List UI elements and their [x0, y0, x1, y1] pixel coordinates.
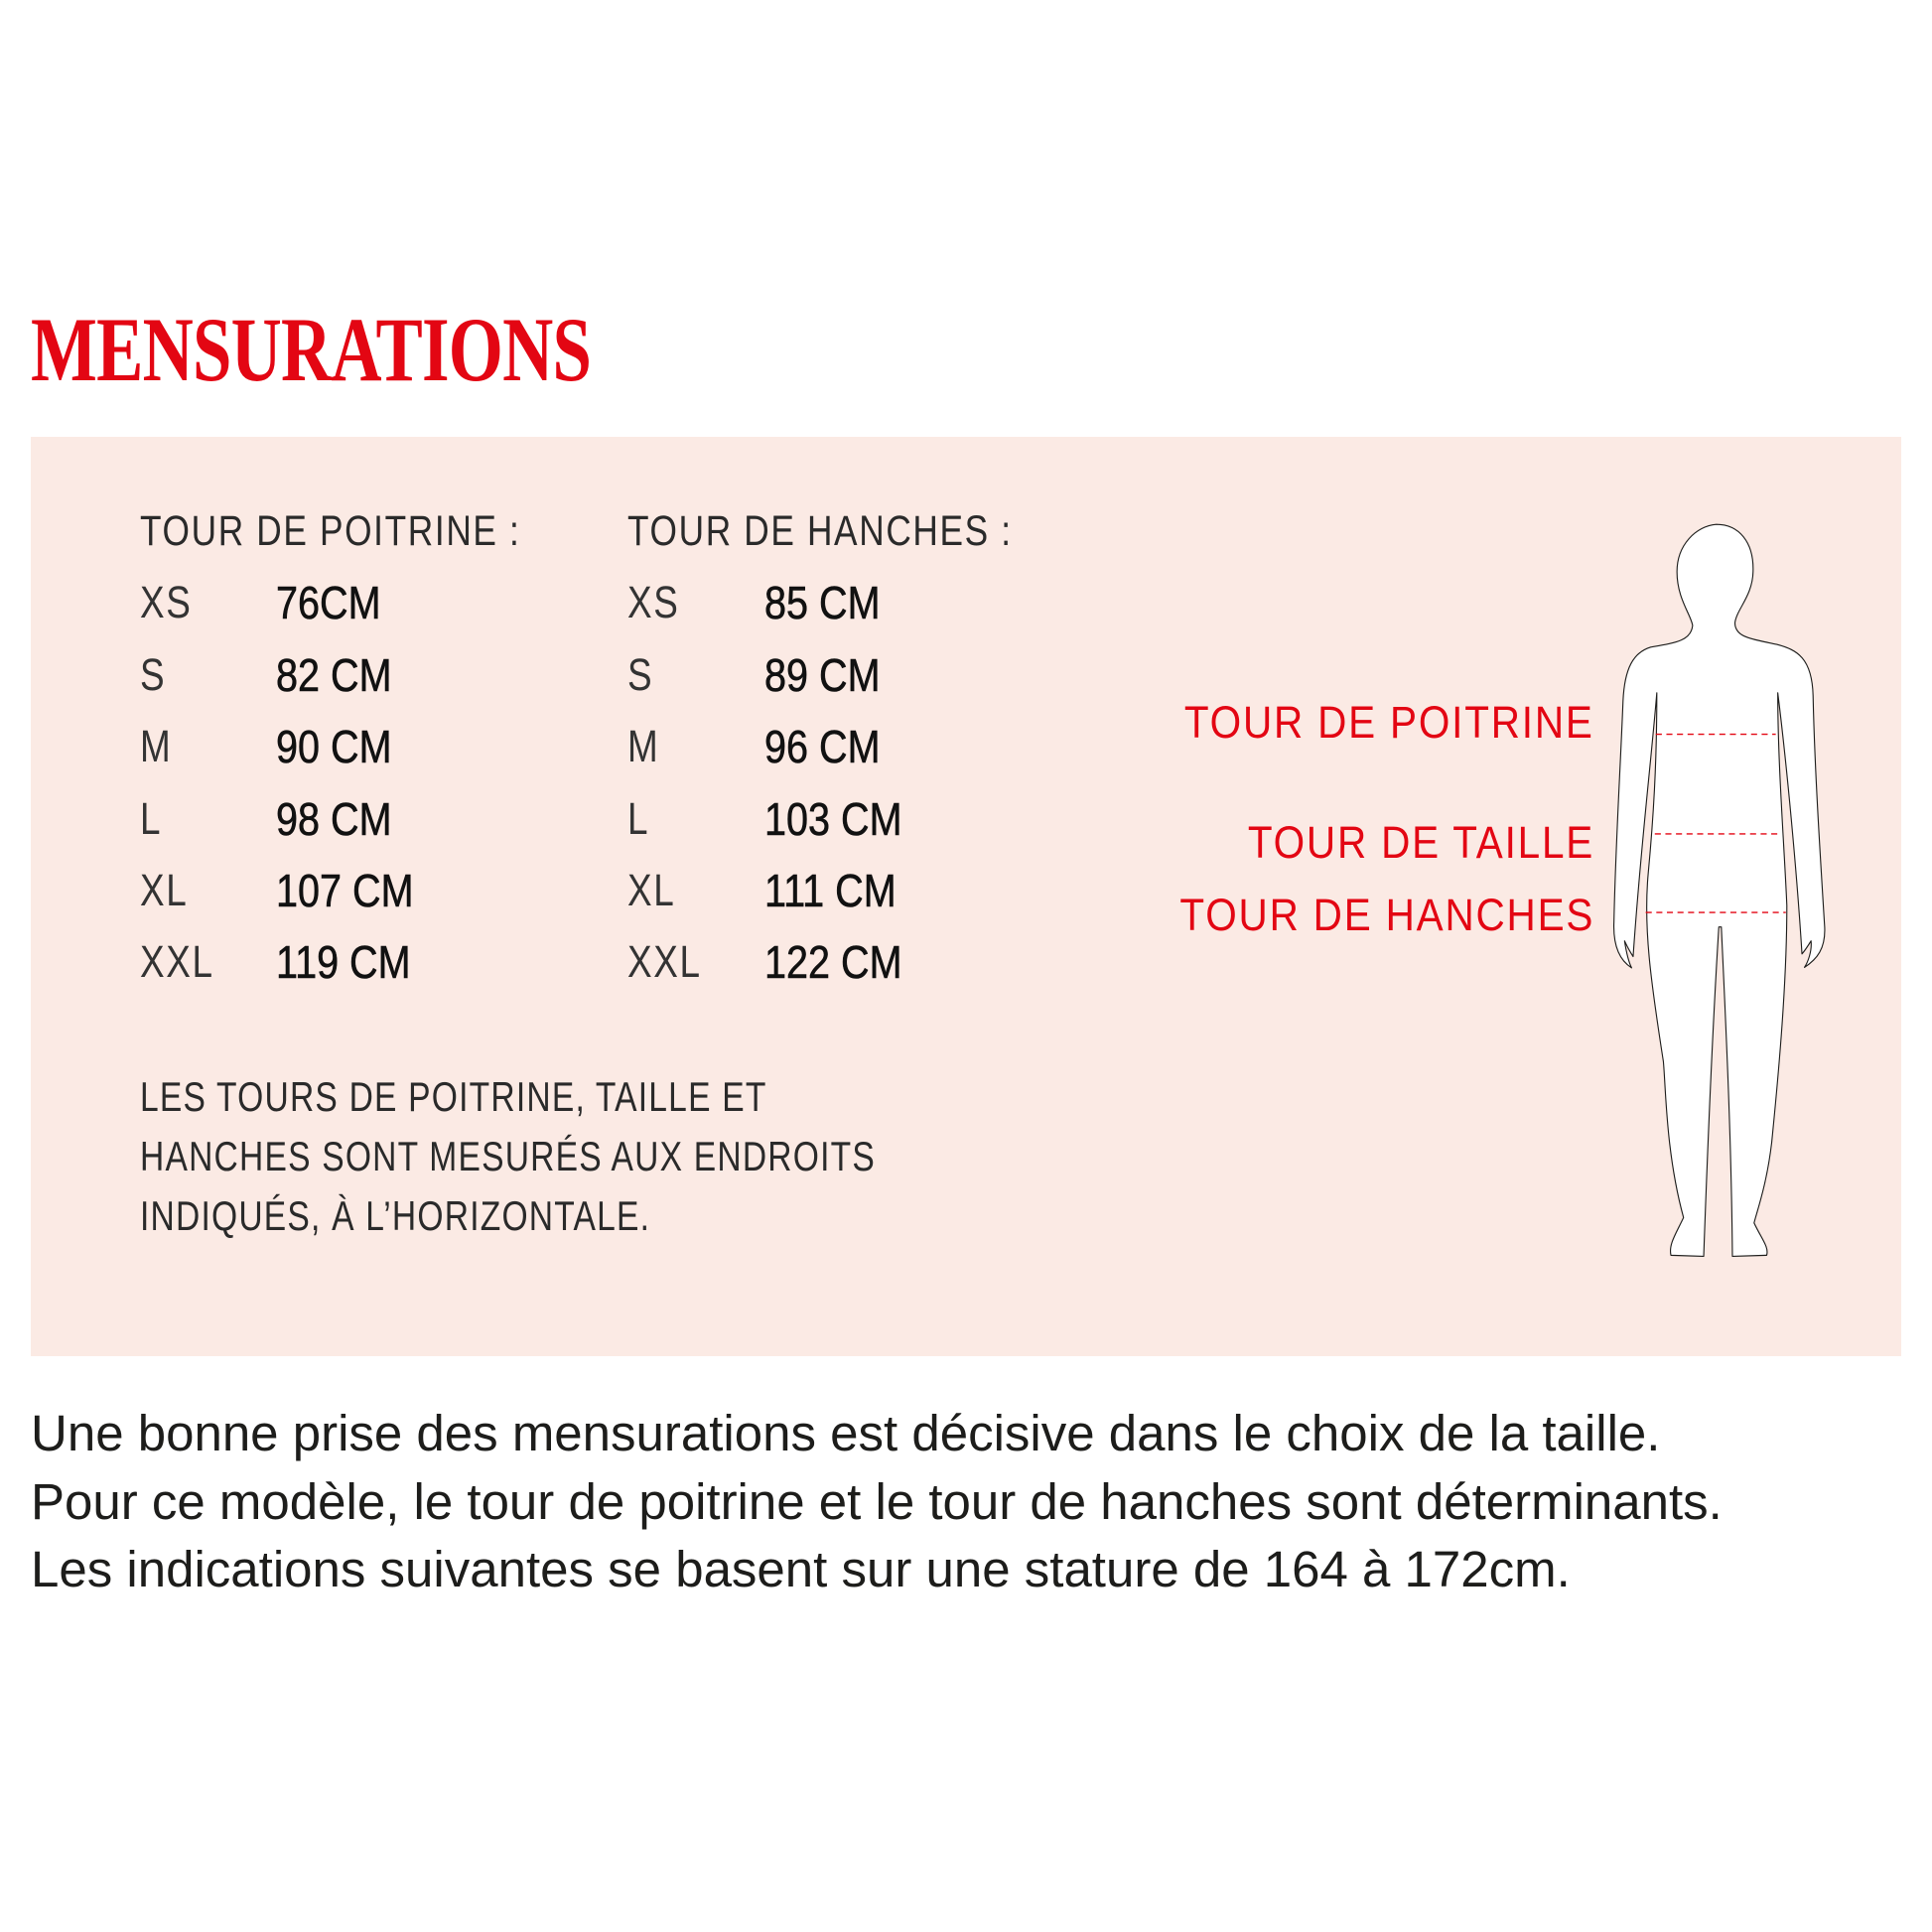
chest-value: 90 CM [276, 721, 392, 772]
chest-value: 76CM [276, 577, 381, 628]
hips-size: XS [627, 577, 680, 627]
paragraph-line: Les indications suivantes se basent sur … [31, 1541, 1571, 1597]
chest-table-header: TOUR DE POITRINE : [140, 507, 521, 555]
note-line: LES TOURS DE POITRINE, TAILLE ET [140, 1073, 767, 1120]
hips-value: 85 CM [764, 577, 881, 628]
hips-size: S [627, 649, 654, 700]
chest-value: 82 CM [276, 649, 392, 701]
body-silhouette-icon [1613, 523, 1826, 1258]
note-line: HANCHES SONT MESURÉS AUX ENDROITS [140, 1133, 876, 1179]
hips-table-header: TOUR DE HANCHES : [627, 507, 1013, 555]
hips-size: XL [627, 865, 676, 915]
hips-value: 122 CM [764, 936, 902, 988]
hips-value: 89 CM [764, 649, 881, 701]
chest-size: XL [140, 865, 189, 915]
chest-size: L [140, 793, 163, 844]
chest-value: 119 CM [276, 936, 411, 988]
hips-size: M [627, 721, 660, 771]
chest-size: XS [140, 577, 193, 627]
chest-size: M [140, 721, 173, 771]
hips-value: 111 CM [764, 865, 897, 916]
hips-value: 103 CM [764, 793, 902, 845]
hips-size: L [627, 793, 650, 844]
body-outline [1613, 523, 1826, 1258]
hips-size: XXL [627, 936, 702, 987]
paragraph-line: Pour ce modèle, le tour de poitrine et l… [31, 1473, 1723, 1530]
chest-value: 107 CM [276, 865, 414, 916]
label-hips: TOUR DE HANCHES [1179, 890, 1594, 940]
chest-size: S [140, 649, 167, 700]
chest-size: XXL [140, 936, 214, 987]
paragraph-line: Une bonne prise des mensurations est déc… [31, 1405, 1661, 1461]
page-title: MENSURATIONS [31, 299, 592, 400]
label-waist: TOUR DE TAILLE [1247, 817, 1594, 868]
label-chest: TOUR DE POITRINE [1184, 697, 1594, 748]
measurements-panel [31, 437, 1901, 1356]
hips-value: 96 CM [764, 721, 881, 772]
chest-value: 98 CM [276, 793, 392, 845]
note-line: INDIQUÉS, À L’HORIZONTALE. [140, 1192, 651, 1239]
